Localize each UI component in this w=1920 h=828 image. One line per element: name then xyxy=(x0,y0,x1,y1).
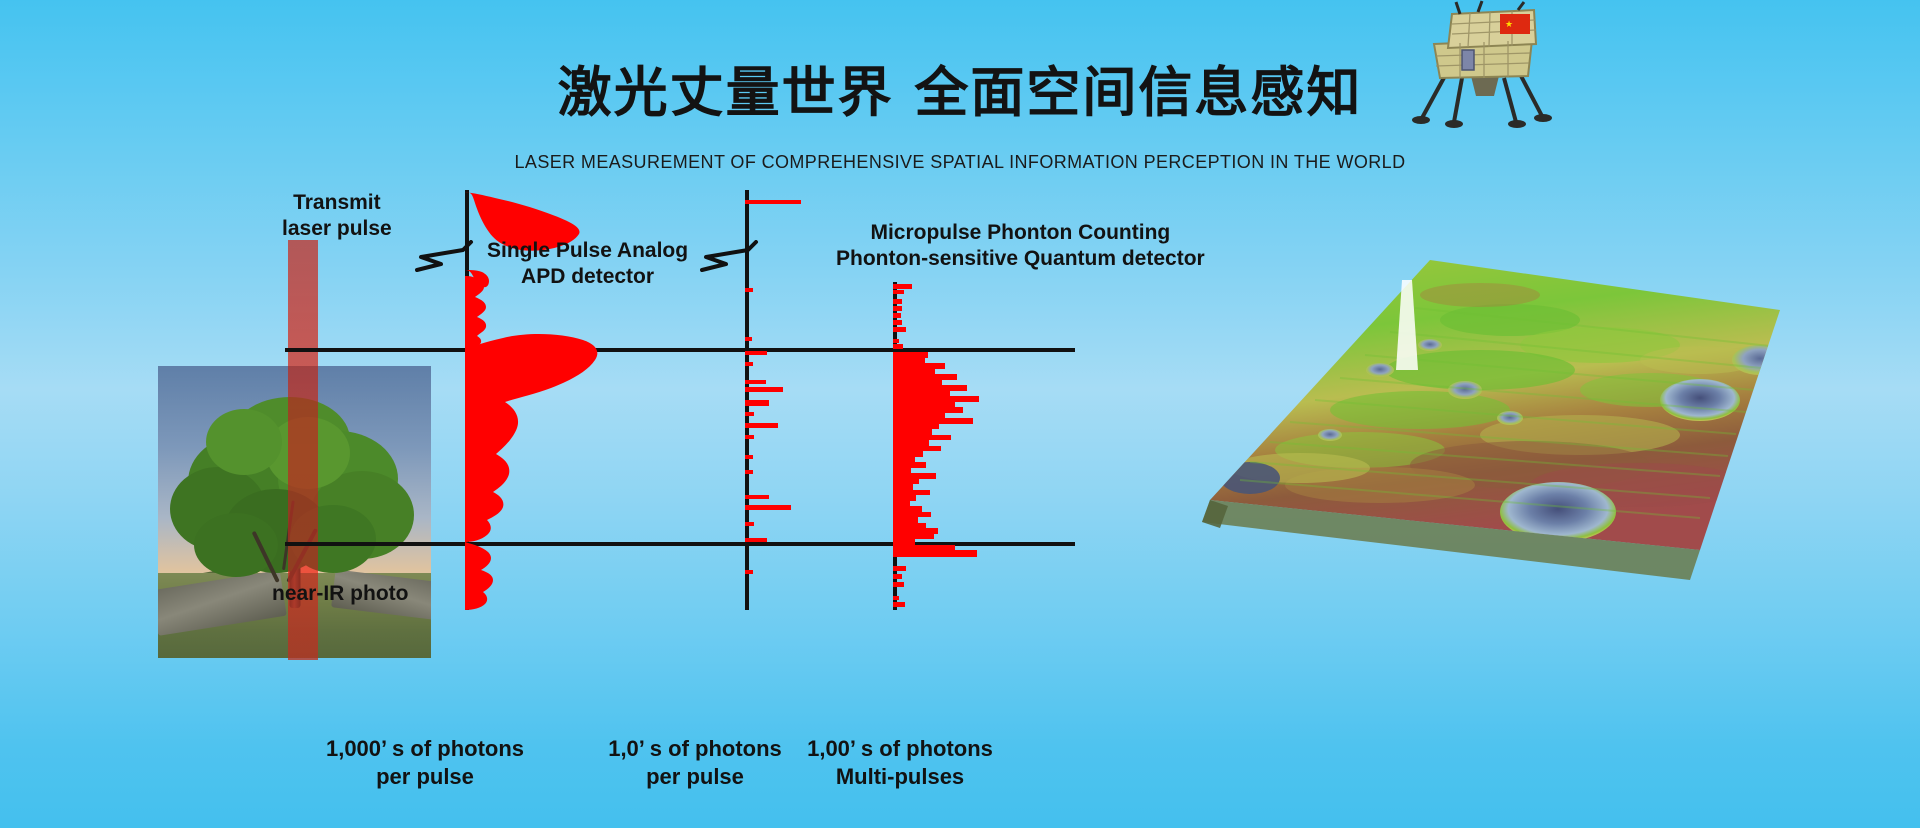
crater-mid-2 xyxy=(1366,363,1394,377)
label-apd-line1: Single Pulse Analog xyxy=(487,239,689,262)
canopy-reference-line xyxy=(285,348,1075,352)
plot-dense-histogram xyxy=(893,284,979,607)
crater-mid-1 xyxy=(1448,381,1482,399)
label-transmit-laser-pulse: Transmit laser pulse xyxy=(282,190,392,241)
page-subtitle: LASER MEASUREMENT OF COMPREHENSIVE SPATI… xyxy=(514,152,1406,172)
transmit-laser-beam xyxy=(288,240,318,660)
label-micropulse-line1: Micropulse Phonton Counting xyxy=(870,221,1171,244)
crater-mid-3 xyxy=(1497,411,1523,425)
dem-side-left xyxy=(1202,500,1700,580)
axis-break-symbol-right xyxy=(700,240,758,272)
caption-analog-line2: per pulse xyxy=(376,763,474,789)
plot-sparse-histogram xyxy=(745,200,801,574)
crater-right-1 xyxy=(1660,379,1740,421)
label-apd-detector: Single Pulse Analog APD detector xyxy=(487,238,688,289)
caption-sparse-line2: per pulse xyxy=(646,763,744,789)
svg-text:★: ★ xyxy=(1505,20,1513,30)
lunar-elevation-model xyxy=(1202,260,1780,580)
caption-dense-photons: 1,00’ s of photons Multi-pulses xyxy=(780,735,1020,790)
axis-break-symbol-left xyxy=(415,240,473,272)
lunar-lander: ★ xyxy=(1412,0,1552,128)
label-transmit-line1: Transmit xyxy=(293,191,381,214)
crater-large xyxy=(1500,482,1616,542)
label-apd-line2: APD detector xyxy=(521,264,655,288)
label-near-ir-photo: near-IR photo xyxy=(272,582,409,605)
caption-dense-line1: 1,00’ s of photons xyxy=(807,736,993,761)
crater-mid-5 xyxy=(1418,339,1442,351)
lander-antennas xyxy=(1454,0,1526,15)
label-micropulse-line2: Phonton-sensitive Quantum detector xyxy=(836,246,1205,270)
label-micropulse-detector: Micropulse Phonton Counting Phonton-sens… xyxy=(836,220,1205,271)
plot-analog-waveform xyxy=(465,192,598,610)
caption-analog-photons: 1,000’ s of photons per pulse xyxy=(300,735,550,790)
caption-sparse-line1: 1,0’ s of photons xyxy=(608,736,782,761)
china-flag-icon: ★ xyxy=(1500,14,1530,34)
crater-left-dark xyxy=(1220,462,1280,494)
ground-reference-line xyxy=(285,542,1075,546)
lidar-waveform-diagram: Transmit laser pulse Single Pulse Analog… xyxy=(0,190,1205,828)
caption-analog-line1: 1,000’ s of photons xyxy=(325,736,525,761)
transmit-laser-beam-glow xyxy=(288,240,318,660)
lander-footpads xyxy=(1412,114,1552,128)
descent-plume xyxy=(1396,280,1418,370)
page-title: 激光丈量世界 全面空间信息感知 xyxy=(557,61,1363,124)
lander-sensor-box xyxy=(1461,49,1475,71)
crater-mid-4 xyxy=(1318,429,1342,441)
dem-side-front xyxy=(1202,500,1228,528)
caption-sparse-photons: 1,0’ s of photons per pulse xyxy=(595,735,795,790)
label-transmit-line2: laser pulse xyxy=(282,216,392,240)
caption-dense-line2: Multi-pulses xyxy=(835,763,965,789)
lander-legs xyxy=(1420,73,1544,123)
